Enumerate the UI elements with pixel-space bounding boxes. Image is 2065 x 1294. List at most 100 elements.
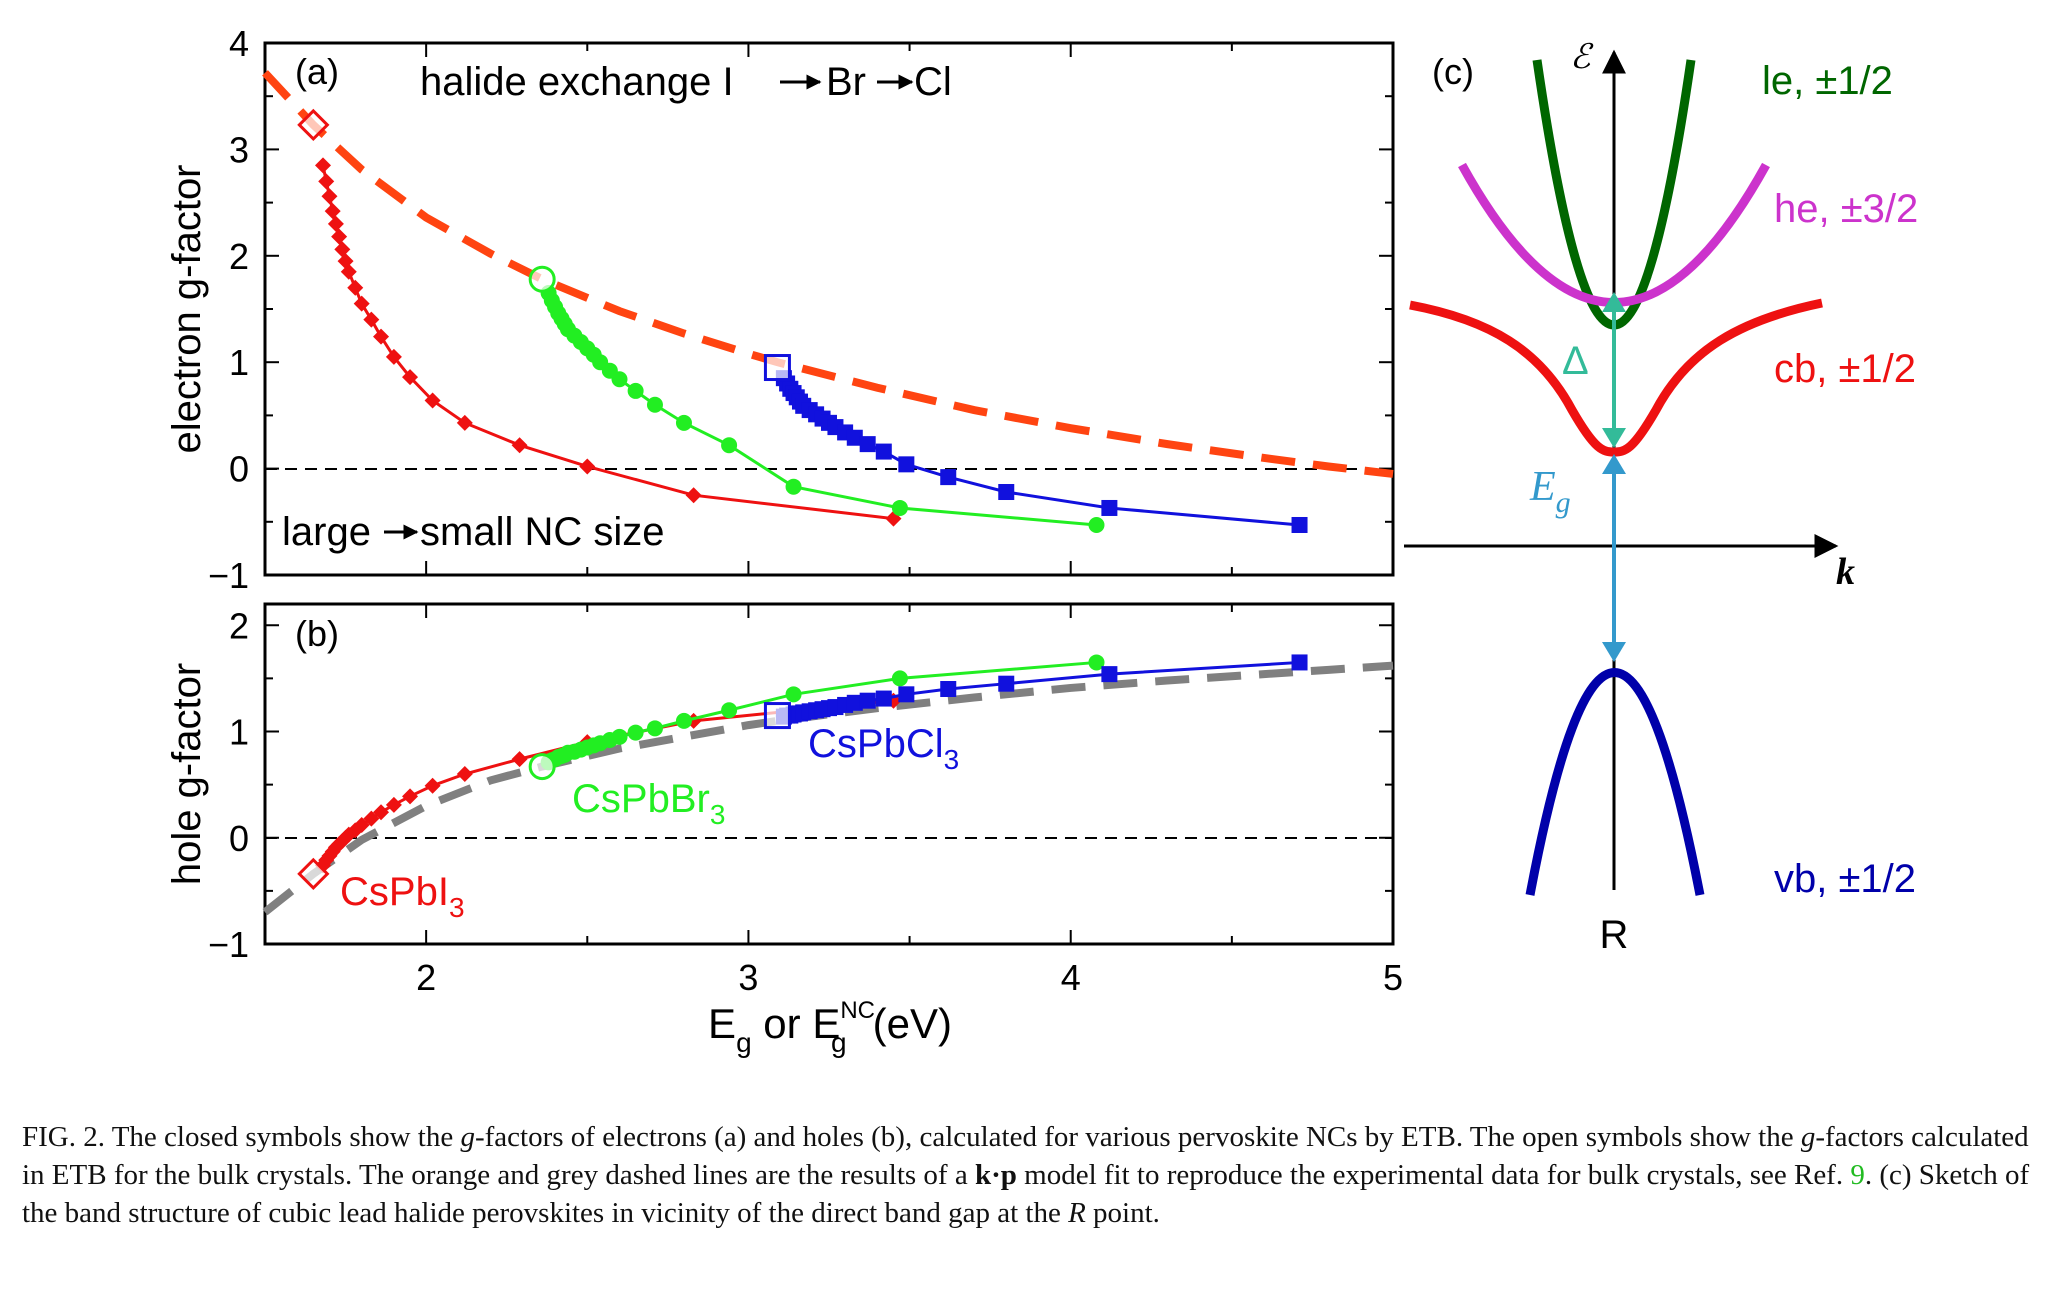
vb-band [1525,668,1705,896]
eg-label-sub: g [1556,486,1571,519]
data-point [1088,516,1105,533]
label-cspbcl3-sub: 3 [944,744,960,775]
data-point [721,702,738,719]
data-point [898,686,915,703]
data-point [353,817,370,833]
data-point [875,690,892,707]
data-point [891,499,908,516]
caption-kp: k·p [974,1159,1017,1191]
data-point [456,414,473,431]
label-cspbi3-sub: 3 [449,892,465,923]
energy-axis-label: ℰ [1570,39,1594,76]
halide-br-text: Br [826,60,866,104]
data-point [998,484,1015,501]
data-point [685,487,702,504]
data-point [363,810,380,827]
label-cspbcl3: CsPbCl3 [808,722,959,775]
label-cspbbr3-sub: 3 [710,799,726,830]
panel-b-ylabel: hole g-factor [165,663,209,885]
data-point [875,443,892,460]
data-point [385,348,402,365]
halide-exchange-text: halide exchange I [420,60,734,104]
bulk-point [528,753,556,781]
data-point [627,382,644,399]
data-point [675,414,692,431]
caption-part-6: point. [1085,1197,1160,1229]
caption-g-2: g [1800,1121,1816,1153]
panel-b-series [262,654,1394,916]
x-tick-label: 4 [1061,957,1081,998]
data-point [324,203,341,220]
panel-c-label: (c) [1432,51,1474,92]
data-point [859,692,876,709]
x-axis-label: Eg or ENC g (eV) [708,997,952,1058]
data-point [456,766,473,782]
data-point [424,392,441,409]
cb-band [1409,298,1823,457]
data-point [940,681,957,697]
caption-ref-link[interactable]: 9 [1850,1159,1865,1191]
panel-a-series [262,70,1394,533]
panel-b-label: (b) [295,613,339,654]
caption-part-3: -factors calculated in ETB for the bulk … [22,1121,2029,1191]
data-point [859,436,876,453]
x-label-e: E [708,1000,736,1047]
x-tick-label: 3 [738,957,758,998]
label-cspbcl3-main: CsPbCl [808,722,944,766]
r-point-label: R [1600,913,1629,957]
data-point [721,437,738,454]
data-point [785,686,802,703]
data-point [1291,654,1308,671]
delta-arrow-head-down [1602,428,1626,448]
x-tick-label: 2 [416,957,436,998]
y-tick-label: 0 [229,449,249,490]
data-point [373,804,390,821]
caption-g-1: g [460,1121,475,1153]
data-point [363,311,380,328]
x-label-or: or E [752,1000,841,1047]
series-line [321,165,894,521]
y-tick-label: 2 [229,605,249,646]
data-point [998,675,1015,692]
nc-small-text: small NC size [420,510,664,554]
y-tick-label: −1 [208,555,249,596]
data-point [347,279,364,296]
data-point [940,469,957,486]
data-point [846,429,863,446]
bulk-point [297,108,330,142]
x-label-sub2: g [831,1027,847,1058]
data-point [898,456,915,473]
caption-part-1: The closed symbols show the [104,1121,461,1153]
data-point [885,510,902,527]
label-cspbbr3: CsPbBr3 [572,777,725,830]
data-point [318,173,335,190]
y-tick-label: −1 [208,924,249,965]
data-point [579,458,596,475]
x-label-e-sub: g [736,1027,752,1058]
data-point [1088,654,1105,671]
band-le-label: le, ±1/2 [1762,59,1893,103]
data-point [646,396,663,413]
data-point [891,670,908,687]
x-label-unit: (eV) [873,1000,952,1047]
data-point [627,724,644,741]
data-point [511,751,528,768]
data-point [373,328,390,345]
panel-a-ticks: −1 0 1 2 3 4 [208,23,1394,596]
data-point [1101,499,1118,516]
caption-r: R [1068,1197,1086,1229]
halide-cl-text: Cl [914,60,952,104]
fit-dashed-line [262,661,1394,916]
data-point [334,241,351,258]
caption-fig-label: FIG. 2. [22,1121,105,1153]
y-tick-label: 1 [229,712,249,753]
bulk-point [763,702,791,730]
k-axis-label: k [1836,551,1855,593]
data-point [385,796,402,813]
eg-arrow-head-down [1602,642,1626,662]
data-point [785,478,802,495]
bulk-point [763,354,791,382]
data-point [402,369,419,386]
data-point [327,215,344,232]
panel-c: (c) ℰ k R Δ Eg le, ±1/2 he, ±3/2 cb, ±1/… [1404,39,1918,957]
